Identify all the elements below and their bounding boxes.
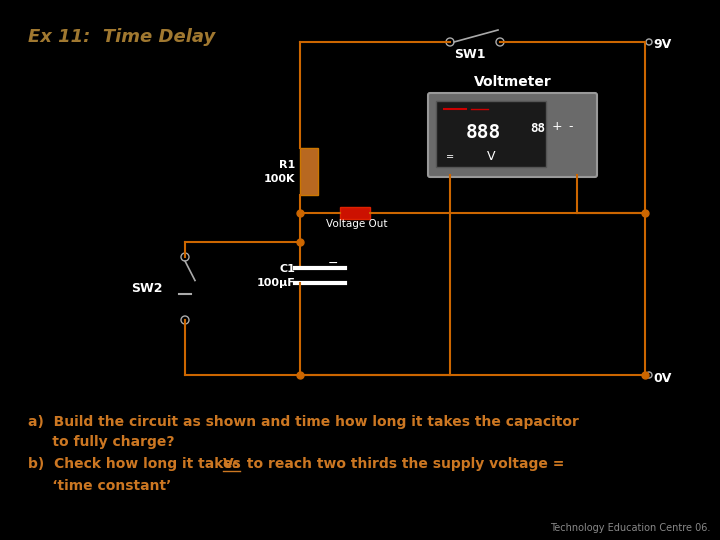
Text: =: = bbox=[446, 152, 454, 162]
Text: ‘time constant’: ‘time constant’ bbox=[28, 479, 171, 493]
Text: -: - bbox=[569, 120, 573, 133]
Text: R1: R1 bbox=[279, 160, 295, 171]
Text: −: − bbox=[328, 256, 338, 269]
Text: b)  Check how long it takes: b) Check how long it takes bbox=[28, 457, 246, 471]
Text: 100μF: 100μF bbox=[256, 279, 295, 288]
Text: V: V bbox=[223, 457, 234, 471]
Text: to reach two thirds the supply voltage =: to reach two thirds the supply voltage = bbox=[242, 457, 564, 471]
Text: 100K: 100K bbox=[264, 173, 295, 184]
Text: 88: 88 bbox=[531, 122, 546, 134]
Text: to fully charge?: to fully charge? bbox=[28, 435, 174, 449]
Text: 9V: 9V bbox=[653, 38, 671, 51]
Text: a)  Build the circuit as shown and time how long it takes the capacitor: a) Build the circuit as shown and time h… bbox=[28, 415, 579, 429]
Text: o: o bbox=[232, 460, 240, 470]
Text: Voltage Out: Voltage Out bbox=[326, 219, 388, 229]
Text: C1: C1 bbox=[279, 264, 295, 273]
Text: V: V bbox=[487, 151, 495, 164]
Text: Technology Education Centre 06.: Technology Education Centre 06. bbox=[549, 523, 710, 533]
Bar bbox=[436, 101, 546, 167]
Text: Ex 11:  Time Delay: Ex 11: Time Delay bbox=[28, 28, 215, 46]
Text: Voltmeter: Voltmeter bbox=[474, 75, 552, 89]
Text: 888: 888 bbox=[465, 123, 500, 141]
Bar bbox=[300, 148, 318, 195]
Text: 0V: 0V bbox=[653, 372, 671, 384]
Text: SW2: SW2 bbox=[132, 282, 163, 295]
Text: SW1: SW1 bbox=[454, 48, 486, 61]
FancyBboxPatch shape bbox=[428, 93, 597, 177]
Bar bbox=[340, 207, 370, 219]
Text: +: + bbox=[552, 120, 562, 133]
